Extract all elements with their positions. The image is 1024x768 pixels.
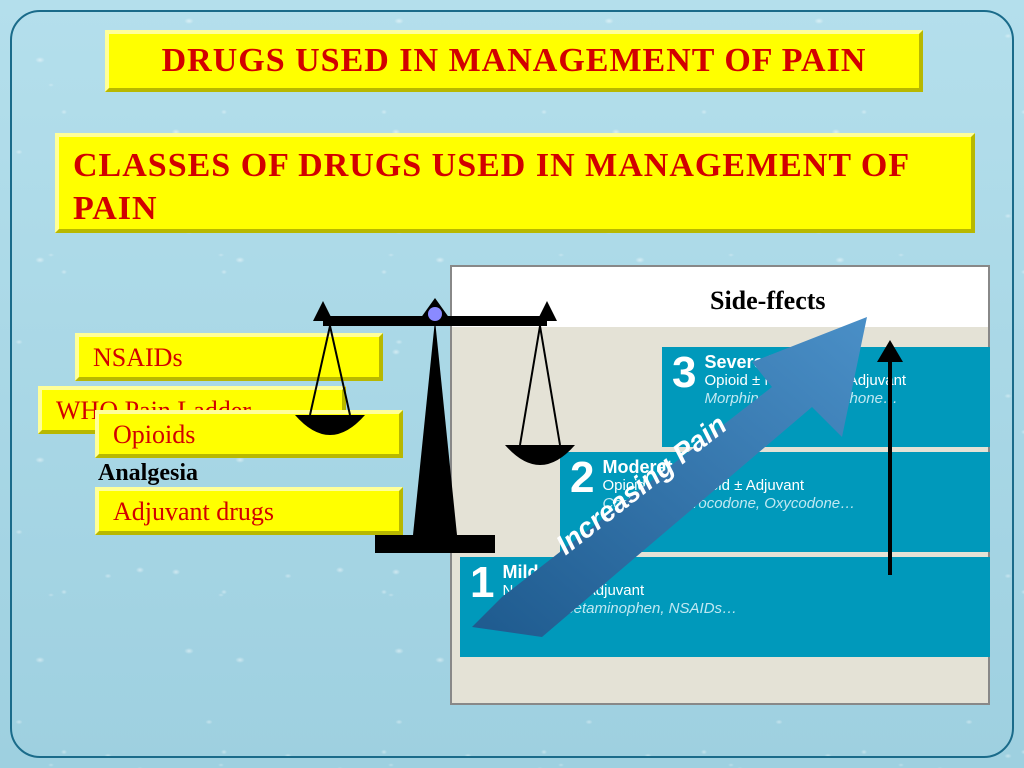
adjuvant-text: Adjuvant drugs (113, 497, 274, 526)
step3-title: Severe Pain (672, 353, 980, 373)
step2-subtitle: Opioid ± Nonopioid ± Adjuvant (570, 478, 980, 495)
side-effects-label: Side-ffects (710, 286, 826, 316)
step2-title: Moderate Pain (570, 458, 980, 478)
adjuvant-box: Adjuvant drugs (95, 487, 403, 535)
analgesia-label: Analgesia (98, 460, 198, 487)
subtitle-box: CLASSES OF DRUGS USED IN MANAGEMENT OF P… (55, 133, 975, 233)
step1-subtitle: Nonopioid ± Adjuvant (470, 583, 980, 600)
ladder-step-1: 1 Mild Pain Nonopioid ± Adjuvant Aspirin… (460, 557, 990, 657)
step1-number: 1 (470, 563, 494, 603)
ladder-step-3: 3 Severe Pain Opioid ± Nonopioid ± Adjuv… (662, 347, 990, 447)
main-title-text: DRUGS USED IN MANAGEMENT OF PAIN (162, 42, 867, 80)
ladder-step-2: 2 Moderate Pain Opioid ± Nonopioid ± Adj… (560, 452, 990, 552)
step3-number: 3 (672, 353, 696, 393)
who-ladder-panel: Increasing Pain 3 Severe Pain Opioid ± N… (450, 265, 990, 705)
slide-background: DRUGS USED IN MANAGEMENT OF PAIN CLASSES… (0, 0, 1024, 768)
nsaids-text: NSAIDs (93, 343, 183, 372)
step2-number: 2 (570, 458, 594, 498)
opioids-box: Opioids (95, 410, 403, 458)
step3-examples: Morphine, Hydromorphone… (672, 389, 980, 409)
opioids-text: Opioids (113, 420, 195, 449)
step1-examples: Aspirin, Acetaminophen, NSAIDs… (470, 599, 980, 619)
nsaids-box: NSAIDs (75, 333, 383, 381)
up-arrow-icon (875, 340, 905, 575)
step3-subtitle: Opioid ± Nonopioid ± Adjuvant (672, 373, 980, 390)
subtitle-text: CLASSES OF DRUGS USED IN MANAGEMENT OF P… (73, 147, 909, 227)
step2-examples: Codiene, Hydrocodone, Oxycodone… (570, 494, 980, 514)
main-title-box: DRUGS USED IN MANAGEMENT OF PAIN (105, 30, 923, 92)
